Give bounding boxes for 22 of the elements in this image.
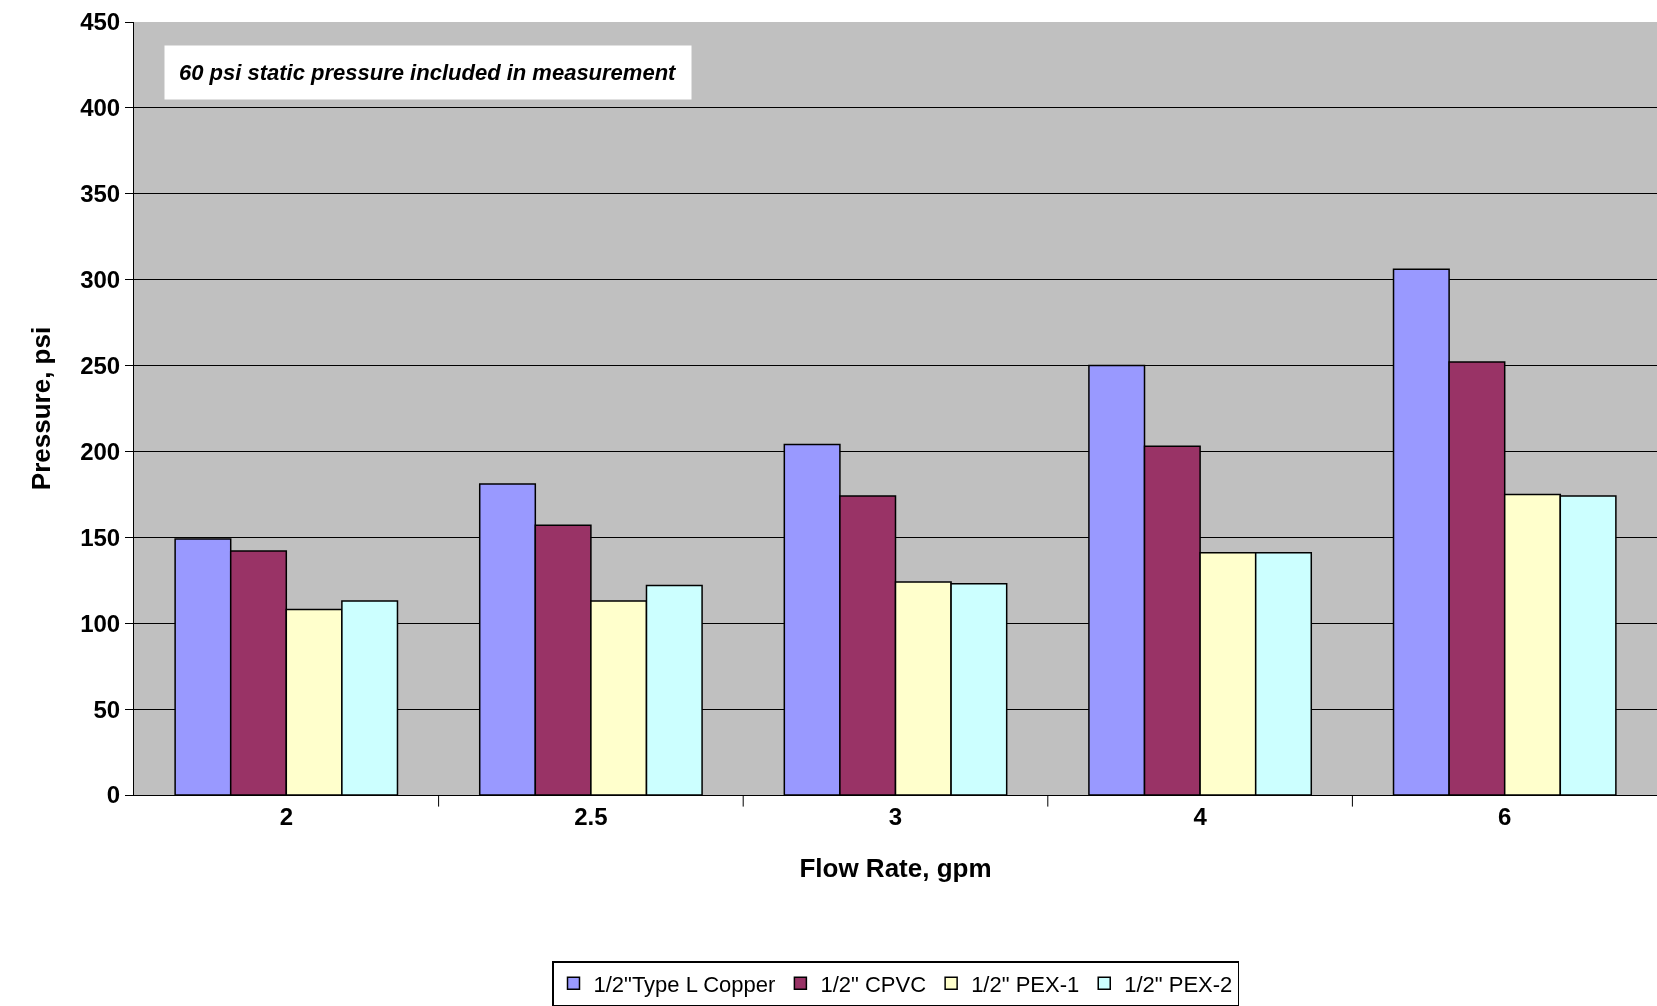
x-tick-label: 3 bbox=[888, 802, 903, 830]
y-tick-label: 350 bbox=[80, 180, 121, 208]
y-tick-label: 150 bbox=[80, 523, 121, 551]
y-tick-label: 100 bbox=[80, 609, 121, 637]
x-tick-label: 4 bbox=[1193, 802, 1208, 830]
y-tick-label: 200 bbox=[80, 437, 121, 465]
y-tick-label: 300 bbox=[80, 266, 121, 294]
x-tick-label: 2 bbox=[279, 802, 293, 830]
legend-label: 1/2"Type L Copper bbox=[593, 971, 776, 997]
x-axis-title: Flow Rate, gpm bbox=[799, 853, 992, 884]
x-tick-label: 2.5 bbox=[574, 802, 608, 830]
y-tick-label: 400 bbox=[80, 94, 121, 122]
x-tick-label: 6 bbox=[1498, 802, 1512, 830]
annotation: 60 psi static pressure included in measurement bbox=[179, 60, 678, 85]
y-tick-label: 50 bbox=[93, 695, 121, 723]
legend-label: 1/2" PEX-2 bbox=[1124, 971, 1233, 997]
y-tick-label: 0 bbox=[106, 781, 121, 809]
legend-label: 1/2" CPVC bbox=[820, 971, 927, 997]
legend-label: 1/2" PEX-1 bbox=[971, 971, 1080, 997]
y-tick-label: 450 bbox=[80, 8, 121, 36]
y-tick-label: 250 bbox=[80, 351, 121, 379]
y-axis-title: Pressure, psi bbox=[25, 326, 56, 491]
